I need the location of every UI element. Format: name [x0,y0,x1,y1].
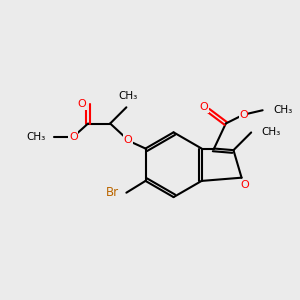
Text: O: O [69,132,78,142]
Text: CH₃: CH₃ [273,105,292,115]
Text: CH₃: CH₃ [118,92,137,101]
Text: O: O [78,99,87,110]
Text: O: O [124,135,132,145]
Text: CH₃: CH₃ [262,128,281,137]
Text: O: O [239,110,248,120]
Text: Br: Br [106,186,119,199]
Text: O: O [200,102,208,112]
Text: O: O [240,180,249,190]
Text: CH₃: CH₃ [26,132,45,142]
